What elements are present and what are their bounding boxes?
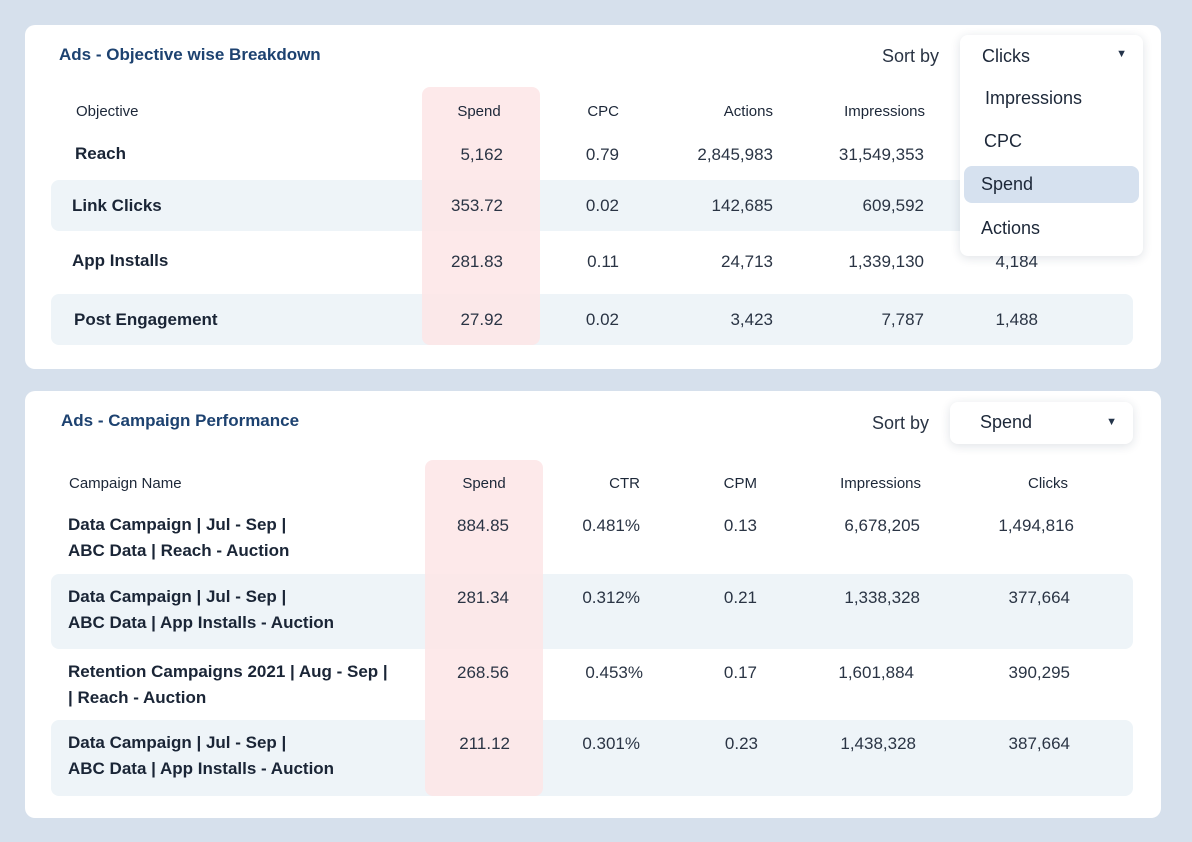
clicks-value: 1,494,816 (998, 516, 1074, 535)
cpc-value: 0.02 (585, 310, 619, 329)
sort-selected-value[interactable]: Clicks (982, 46, 1030, 66)
sort-option-spend[interactable]: Spend (964, 166, 1139, 203)
spend-value: 884.85 (457, 516, 509, 535)
caret-down-icon[interactable]: ▼ (1106, 416, 1117, 428)
clicks-value: 390,295 (1008, 663, 1070, 682)
impressions-value: 7,787 (881, 310, 924, 329)
campaign-name-line1: Data Campaign | Jul - Sep | (68, 733, 287, 752)
column-header-cpc[interactable]: CPC (587, 103, 619, 120)
spend-column-highlight (425, 460, 543, 796)
sort-option-actions[interactable]: Actions (981, 218, 1041, 238)
sort-by-label: Sort by (882, 46, 940, 66)
row-band (51, 574, 1133, 649)
impressions-value: 6,678,205 (844, 516, 920, 535)
campaign-name-line2: ABC Data | App Installs - Auction (68, 759, 335, 778)
actions-value: 142,685 (711, 196, 773, 215)
column-header-campaign-name: Campaign Name (69, 475, 182, 492)
sort-selected-value[interactable]: Spend (980, 412, 1033, 432)
cpc-value: 0.79 (585, 145, 619, 164)
row-band (51, 720, 1133, 796)
impressions-value: 1,438,328 (840, 734, 916, 753)
sort-by-label: Sort by (872, 413, 930, 433)
objective-name: Link Clicks (72, 196, 162, 215)
caret-down-icon[interactable]: ▼ (1116, 48, 1127, 60)
sort-option-impressions[interactable]: Impressions (985, 88, 1083, 108)
actions-value: 3,423 (730, 310, 773, 329)
card-title: Ads - Campaign Performance (61, 411, 300, 430)
actions-value: 2,845,983 (697, 145, 773, 164)
row-band (51, 294, 1133, 345)
actions-value: 24,713 (721, 252, 773, 271)
objective-name: Post Engagement (74, 310, 218, 329)
impressions-value: 1,338,328 (844, 588, 920, 607)
campaign-name-line2: ABC Data | App Installs - Auction (68, 613, 335, 632)
clicks-value: 1,488 (995, 310, 1038, 329)
clicks-value: 4,184 (995, 252, 1038, 271)
column-header-cpm[interactable]: CPM (723, 475, 757, 492)
impressions-value: 1,339,130 (848, 252, 924, 271)
cpm-value: 0.23 (724, 734, 758, 753)
campaign-name-line2: | Reach - Auction (68, 688, 207, 707)
campaign-name-line2: ABC Data | Reach - Auction (68, 541, 290, 560)
clicks-value: 377,664 (1008, 588, 1070, 607)
campaign-name-line1: Data Campaign | Jul - Sep | (68, 515, 287, 534)
ctr-value: 0.301% (582, 734, 640, 753)
column-header-clicks[interactable]: Clicks (1028, 475, 1068, 492)
cpm-value: 0.13 (723, 516, 757, 535)
spend-value: 211.12 (459, 734, 510, 753)
cpc-value: 0.02 (585, 196, 619, 215)
row-band (51, 180, 1133, 231)
card-title: Ads - Objective wise Breakdown (59, 45, 321, 64)
column-header-spend[interactable]: Spend (462, 475, 506, 492)
column-header-objective: Objective (76, 103, 139, 120)
column-header-impressions[interactable]: Impressions (844, 103, 925, 120)
impressions-value: 1,601,884 (838, 663, 914, 682)
sort-option-cpc[interactable]: CPC (984, 131, 1023, 151)
sort-dropdown[interactable]: Clicks ▼ Impressions CPC Spend Actions (960, 35, 1143, 256)
cpc-value: 0.11 (587, 252, 619, 271)
spend-value: 5,162 (460, 145, 503, 164)
cpm-value: 0.21 (723, 588, 757, 607)
ctr-value: 0.312% (582, 588, 640, 607)
spend-value: 281.34 (457, 588, 509, 607)
ctr-value: 0.453% (585, 663, 643, 682)
column-header-actions[interactable]: Actions (723, 103, 773, 120)
objective-breakdown-card: Ads - Objective wise Breakdown Objective… (25, 25, 1161, 369)
spend-value: 353.72 (451, 196, 503, 215)
sort-dropdown[interactable]: Spend ▼ (950, 402, 1133, 444)
objective-name: App Installs (72, 251, 169, 270)
spend-value: 27.92 (460, 310, 503, 329)
campaign-name-line1: Data Campaign | Jul - Sep | (68, 587, 287, 606)
impressions-value: 609,592 (862, 196, 924, 215)
ctr-value: 0.481% (582, 516, 640, 535)
campaign-name-line1: Retention Campaigns 2021 | Aug - Sep | (68, 662, 388, 681)
column-header-spend[interactable]: Spend (457, 103, 501, 120)
campaign-performance-card: Ads - Campaign Performance Sort by Spend… (25, 391, 1161, 818)
column-header-ctr[interactable]: CTR (609, 475, 640, 492)
clicks-value: 387,664 (1008, 734, 1070, 753)
spend-value: 281.83 (451, 252, 503, 271)
objective-name: Reach (75, 144, 127, 163)
spend-value: 268.56 (457, 663, 509, 682)
column-header-impressions[interactable]: Impressions (840, 475, 921, 492)
impressions-value: 31,549,353 (838, 145, 924, 164)
spend-column-highlight (422, 87, 540, 345)
cpm-value: 0.17 (723, 663, 757, 682)
